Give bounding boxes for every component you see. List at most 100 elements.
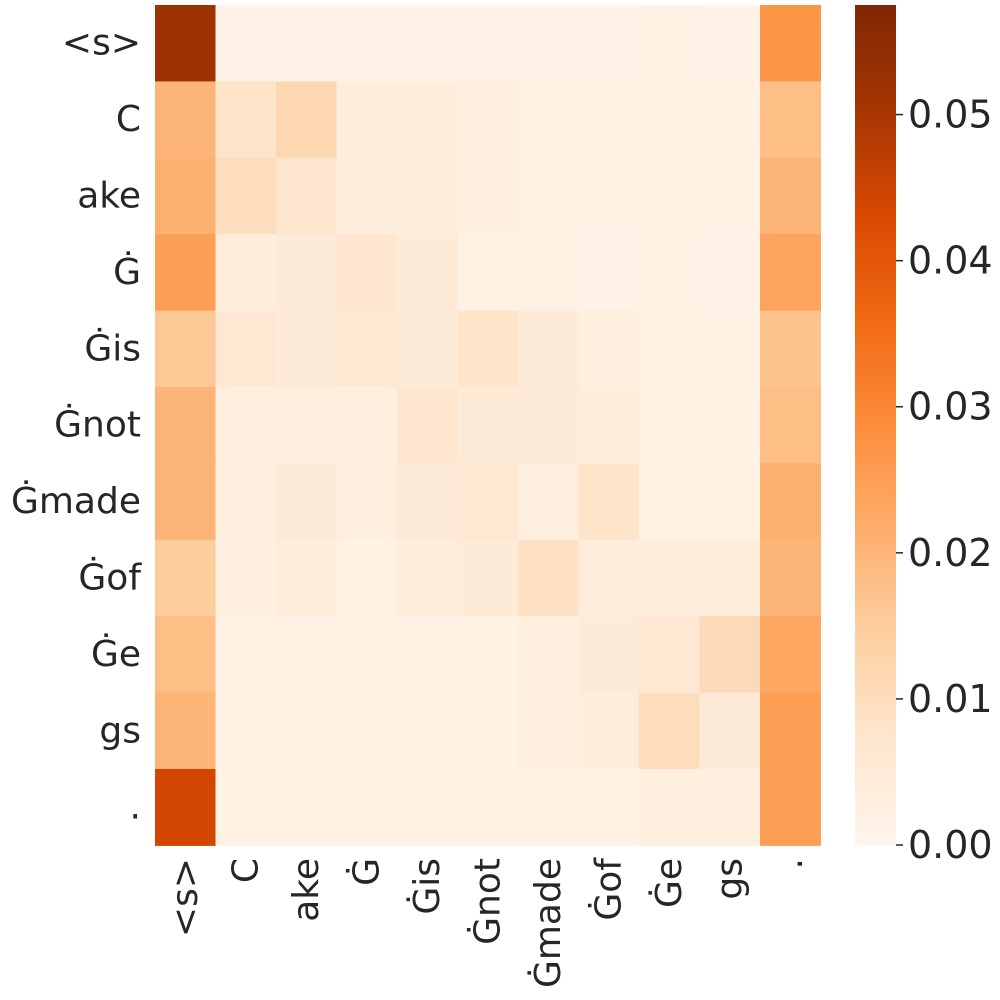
heatmap-cell [215, 692, 277, 770]
heatmap-cell [457, 463, 519, 541]
heatmap-cell [699, 81, 761, 159]
heatmap-cell [155, 692, 216, 770]
heatmap-cell [639, 769, 700, 846]
heatmap-cell [155, 769, 216, 846]
heatmap-cell [276, 463, 337, 541]
heatmap-cell [336, 234, 398, 312]
x-tick-label: Ġof [587, 857, 629, 921]
heatmap-cell [760, 81, 821, 159]
heatmap-cell [639, 234, 700, 312]
x-tick-label: Ġmade [527, 858, 569, 988]
heatmap-cell [760, 310, 821, 388]
heatmap-cell [518, 234, 579, 312]
heatmap-cell [578, 616, 640, 694]
heatmap-cell [518, 157, 579, 235]
heatmap-cell [276, 769, 337, 846]
colorbar-tick-label: 0.05 [908, 93, 993, 137]
heatmap-cell [155, 81, 216, 159]
colorbar-tick-label: 0.00 [908, 823, 993, 867]
heatmap-cells [155, 5, 821, 846]
heatmap-cell [760, 5, 821, 82]
heatmap-cell [336, 539, 398, 617]
heatmap-cell [760, 539, 821, 617]
heatmap-cell [397, 539, 458, 617]
x-tick-label: Ġe [648, 858, 690, 908]
heatmap-cell [518, 692, 579, 770]
heatmap-cell [699, 5, 761, 82]
heatmap-cell [336, 387, 398, 464]
heatmap-cell [518, 769, 579, 846]
colorbar-tick-label: 0.02 [908, 531, 993, 575]
heatmap-cell [760, 692, 821, 770]
heatmap-cell [457, 539, 519, 617]
heatmap-cell [699, 157, 761, 235]
heatmap-cell [276, 310, 337, 388]
heatmap-cell [276, 157, 337, 235]
colorbar-tick-label: 0.03 [908, 385, 993, 429]
heatmap-cell [336, 616, 398, 694]
heatmap-cell [578, 310, 640, 388]
heatmap-cell [760, 387, 821, 464]
heatmap-cell [639, 387, 700, 464]
heatmap-cell [215, 387, 277, 464]
heatmap-cell [578, 387, 640, 464]
heatmap-cell [518, 310, 579, 388]
heatmap-cell [397, 616, 458, 694]
heatmap-cell [699, 234, 761, 312]
heatmap-cell [578, 81, 640, 159]
heatmap-cell [639, 692, 700, 770]
heatmap-cell [699, 692, 761, 770]
heatmap-cell [518, 5, 579, 82]
x-tick-label: . [770, 858, 811, 869]
heatmap-cell [397, 310, 458, 388]
y-tick-label: Ġe [91, 633, 141, 675]
heatmap-cell [397, 387, 458, 464]
y-tick-label: Ġ [113, 251, 141, 293]
heatmap-cell [639, 463, 700, 541]
heatmap-cell [397, 81, 458, 159]
heatmap-cell [760, 234, 821, 312]
heatmap-cell [215, 310, 277, 388]
heatmap-cell [457, 157, 519, 235]
heatmap-cell [336, 157, 398, 235]
heatmap-cell [155, 5, 216, 82]
heatmap-cell [457, 5, 519, 82]
heatmap-cell [578, 5, 640, 82]
heatmap-cell [760, 769, 821, 846]
y-tick-label: Ġof [78, 557, 142, 599]
heatmap-cell [457, 81, 519, 159]
heatmap-cell [518, 463, 579, 541]
heatmap-cell [639, 310, 700, 388]
heatmap-cell [276, 234, 337, 312]
heatmap-cell [397, 5, 458, 82]
heatmap-cell [336, 5, 398, 82]
x-tick-label: C [225, 858, 266, 883]
heatmap-cell [639, 5, 700, 82]
heatmap-cell [699, 769, 761, 846]
heatmap-cell [155, 616, 216, 694]
y-tick-label: <s> [62, 23, 141, 64]
colorbar [855, 5, 896, 845]
colorbar-tick-label: 0.01 [908, 677, 993, 721]
heatmap-cell [155, 157, 216, 235]
heatmap-cell [518, 616, 579, 694]
y-tick-label: C [116, 99, 141, 140]
heatmap-cell [578, 539, 640, 617]
x-tick-label: Ġ [345, 858, 387, 886]
heatmap-cell [578, 692, 640, 770]
heatmap-cell [397, 769, 458, 846]
heatmap-cell [578, 234, 640, 312]
y-tick-label: ake [77, 176, 141, 217]
heatmap-cell [276, 81, 337, 159]
colorbar-ticks: 0.00 0.01 0.02 0.03 0.04 0.05 [896, 93, 993, 867]
heatmap-cell [276, 692, 337, 770]
heatmap-cell [457, 234, 519, 312]
heatmap-cell [457, 387, 519, 464]
heatmap-cell [276, 539, 337, 617]
heatmap-cell [397, 463, 458, 541]
heatmap-cell [336, 310, 398, 388]
heatmap-cell [518, 81, 579, 159]
